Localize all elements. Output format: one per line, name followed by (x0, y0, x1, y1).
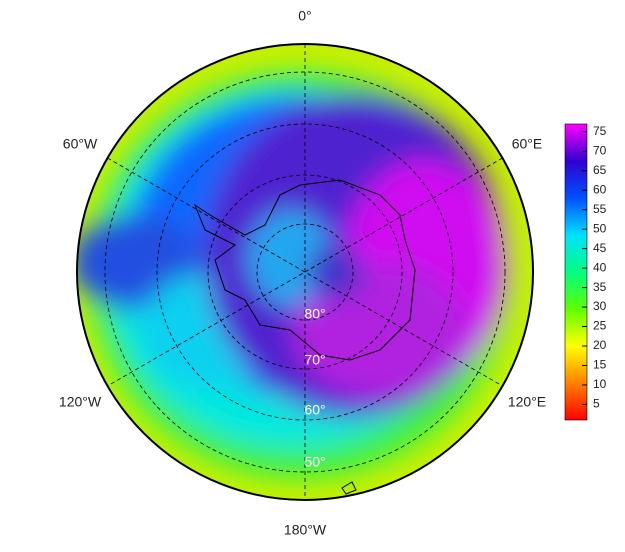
colorbar-tick-label: 5 (593, 397, 600, 411)
colorbar-tick-label: 50 (593, 221, 607, 235)
colorbar-tick-label: 60 (593, 182, 607, 196)
colorbar-tick-label: 65 (593, 163, 607, 177)
meridian-label: 0° (298, 8, 311, 24)
meridian-label: 60°E (512, 136, 543, 152)
latitude-label: 80° (304, 306, 325, 322)
latitude-label: 60° (304, 402, 325, 418)
colorbar-tick-label: 30 (593, 299, 607, 313)
field (77, 44, 533, 500)
colorbar-tick-label: 70 (593, 143, 607, 157)
meridian-label: 180°W (284, 522, 327, 538)
coastline (193, 179, 416, 361)
colorbar-tick-label: 40 (593, 260, 607, 274)
map-border (76, 43, 534, 501)
island (341, 481, 357, 495)
colorbar-tick-label: 25 (593, 319, 607, 333)
colorbar (565, 124, 587, 420)
colorbar-tick-label: 45 (593, 241, 607, 255)
colorbar-tick-label: 75 (593, 124, 607, 138)
latitude-label: 70° (304, 352, 325, 368)
colorbar-frame (564, 123, 588, 421)
meridian-label: 120°E (508, 394, 546, 410)
graticule (104, 44, 506, 500)
colorbar-tick-label: 55 (593, 202, 607, 216)
colorbar-tick-label: 10 (593, 377, 607, 391)
colorbar-tick-label: 35 (593, 280, 607, 294)
meridian-label: 120°W (59, 394, 102, 410)
latitude-label: 50° (304, 454, 325, 470)
colorbar-tick-label: 15 (593, 358, 607, 372)
colorbar-tick-label: 20 (593, 338, 607, 352)
meridian-label: 60°W (63, 136, 98, 152)
